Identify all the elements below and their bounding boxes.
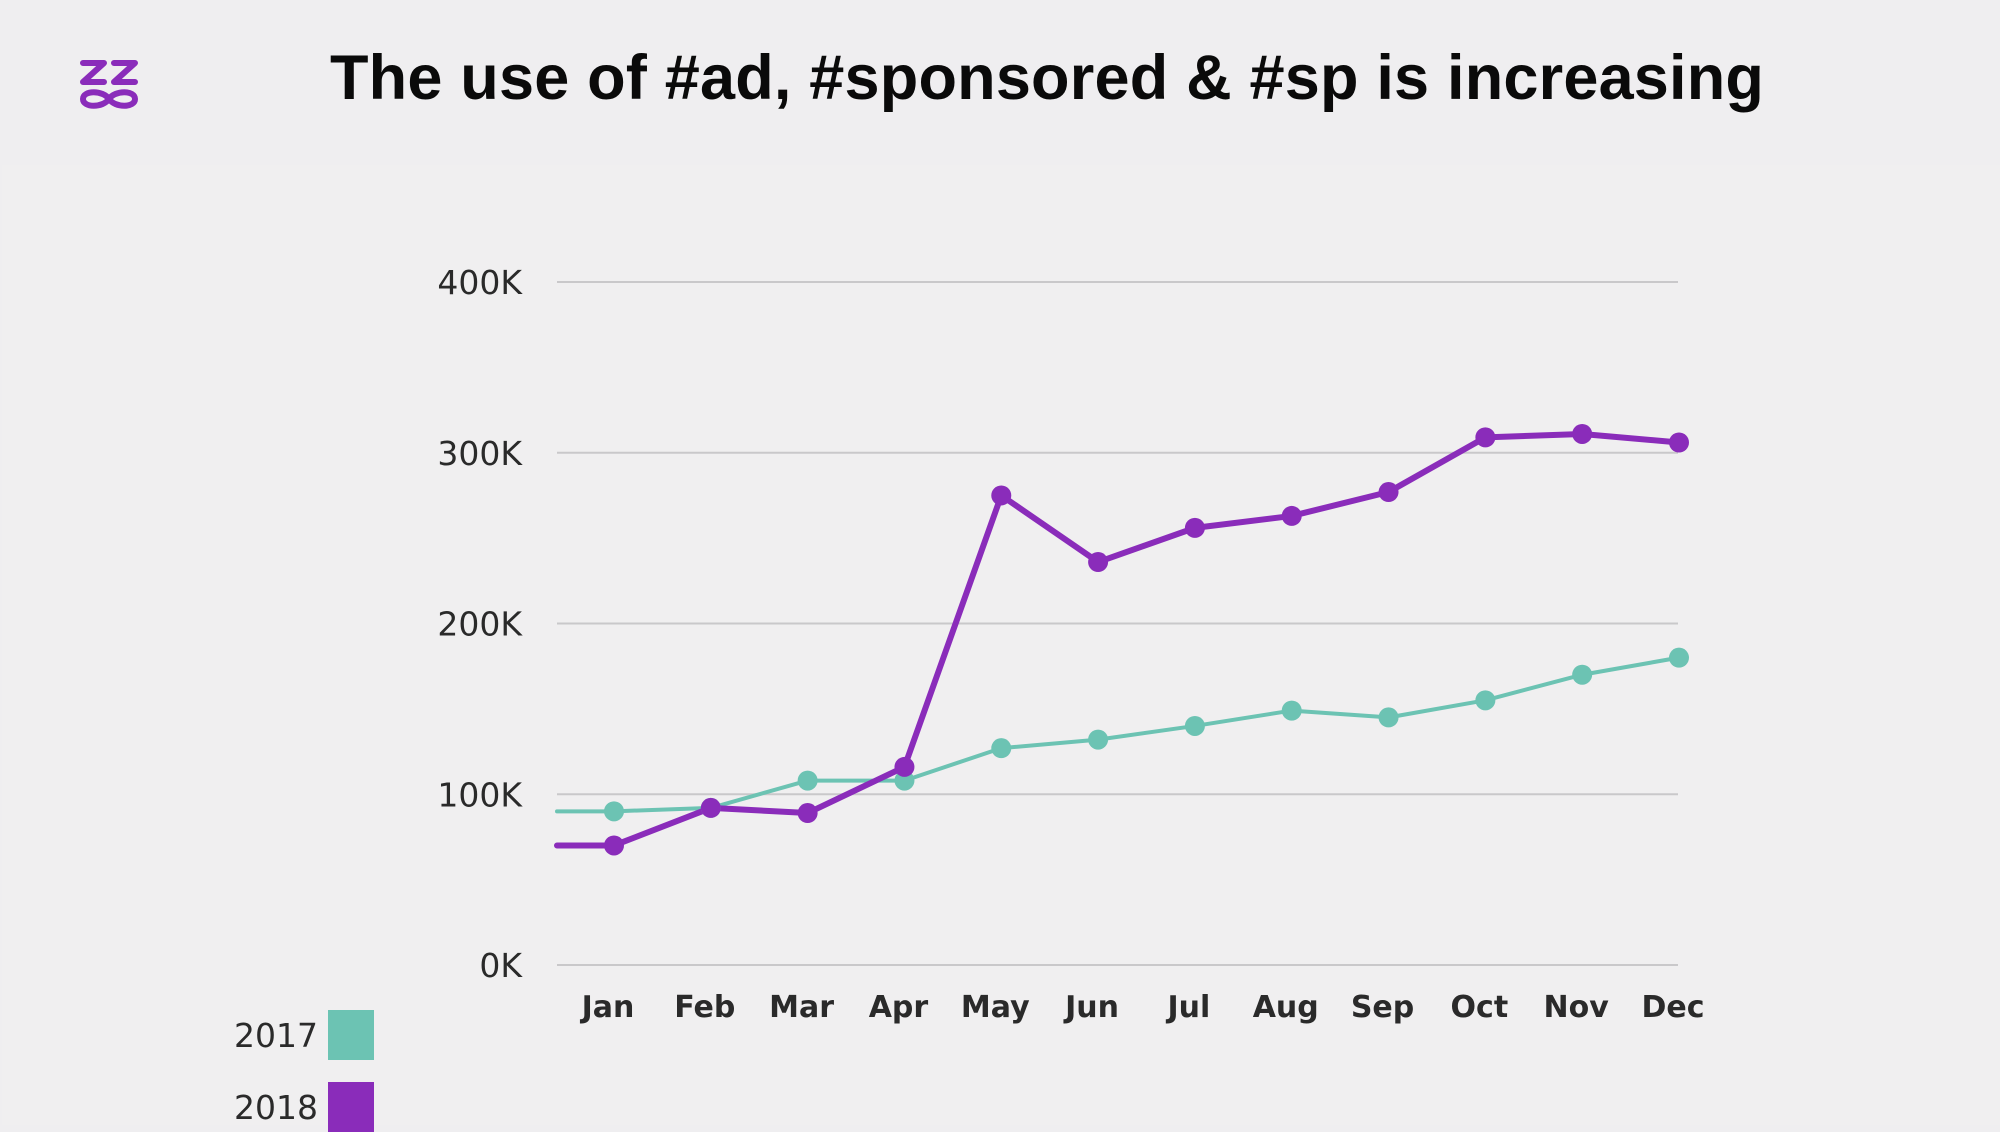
- x-tick-label: Nov: [1544, 990, 1610, 1025]
- legend-swatch-2018: [328, 1082, 374, 1132]
- data-point-2017-Oct: [1475, 690, 1496, 711]
- data-point-2017-Mar: [797, 770, 818, 791]
- line-chart: 0K 100K 200K 300K 400K Jan Feb Mar Apr May Jun Jul…: [437, 263, 1705, 1025]
- legend-label-2018: 2018: [234, 1088, 318, 1127]
- data-point-2017-Sep: [1378, 707, 1399, 728]
- x-tick-label: Oct: [1451, 990, 1509, 1025]
- x-axis-tick-labels: Jan Feb Mar Apr May Jun Jul Aug Sep Oct Nov Dec: [580, 990, 1705, 1025]
- legend-label-2017: 2017: [234, 1016, 318, 1055]
- x-tick-label: Jul: [1166, 990, 1211, 1025]
- data-point-2017-Aug: [1281, 700, 1302, 721]
- data-point-2017-Jan: [604, 801, 624, 822]
- y-tick-label: 200K: [437, 605, 523, 644]
- legend-item-2018: 2018: [202, 1082, 402, 1132]
- data-point-2018-Jan: [604, 835, 624, 856]
- data-point-2017-Jun: [1088, 729, 1109, 750]
- x-tick-label: Aug: [1253, 990, 1319, 1025]
- data-point-2018-Feb: [700, 797, 721, 818]
- series-line-2018: [554, 430, 1682, 849]
- data-point-2017-Dec: [1669, 647, 1689, 668]
- x-tick-label: Jan: [580, 990, 635, 1025]
- legend-item-2017: 2017: [202, 1010, 402, 1060]
- data-point-2018-Nov: [1572, 423, 1593, 444]
- y-tick-label: 300K: [437, 434, 523, 473]
- data-point-2017-May: [991, 738, 1012, 759]
- chart-panel: 0K 100K 200K 300K 400K Jan Feb Mar Apr May Jun Jul…: [2, 165, 2000, 1132]
- data-point-2018-Jul: [1184, 517, 1205, 538]
- y-tick-label: 0K: [479, 946, 523, 985]
- header: The use of #ad, #sponsored & #sp is incr…: [0, 0, 2000, 165]
- x-tick-label: May: [961, 990, 1030, 1025]
- x-tick-label: Feb: [674, 990, 735, 1025]
- x-tick-label: Sep: [1351, 990, 1414, 1025]
- series-line-2017: [555, 655, 1681, 814]
- page-title: The use of #ad, #sponsored & #sp is incr…: [330, 43, 1765, 113]
- legend-swatch-2017: [328, 1010, 374, 1060]
- data-point-2017-Nov: [1572, 664, 1593, 685]
- y-tick-label: 400K: [437, 263, 523, 302]
- data-point-2018-Jun: [1088, 552, 1109, 573]
- data-point-2018-Oct: [1475, 427, 1496, 448]
- series-lines: [554, 423, 1689, 856]
- x-tick-label: Apr: [869, 990, 929, 1025]
- y-axis-tick-labels: 0K 100K 200K 300K 400K: [437, 263, 523, 985]
- data-point-2018-Dec: [1669, 432, 1689, 453]
- data-point-2018-Sep: [1378, 482, 1399, 503]
- y-tick-label: 100K: [437, 775, 523, 814]
- data-point-2017-Jul: [1184, 715, 1205, 736]
- zz-infinity-logo-icon: [80, 60, 138, 109]
- x-tick-label: Mar: [769, 990, 834, 1025]
- data-point-2018-Apr: [894, 756, 915, 777]
- x-tick-label: Jun: [1063, 990, 1119, 1025]
- data-point-2018-Mar: [797, 803, 818, 824]
- gridlines: [557, 281, 1678, 966]
- data-point-2018-May: [991, 485, 1012, 506]
- data-point-2018-Aug: [1281, 505, 1302, 526]
- x-tick-label: Dec: [1641, 990, 1704, 1025]
